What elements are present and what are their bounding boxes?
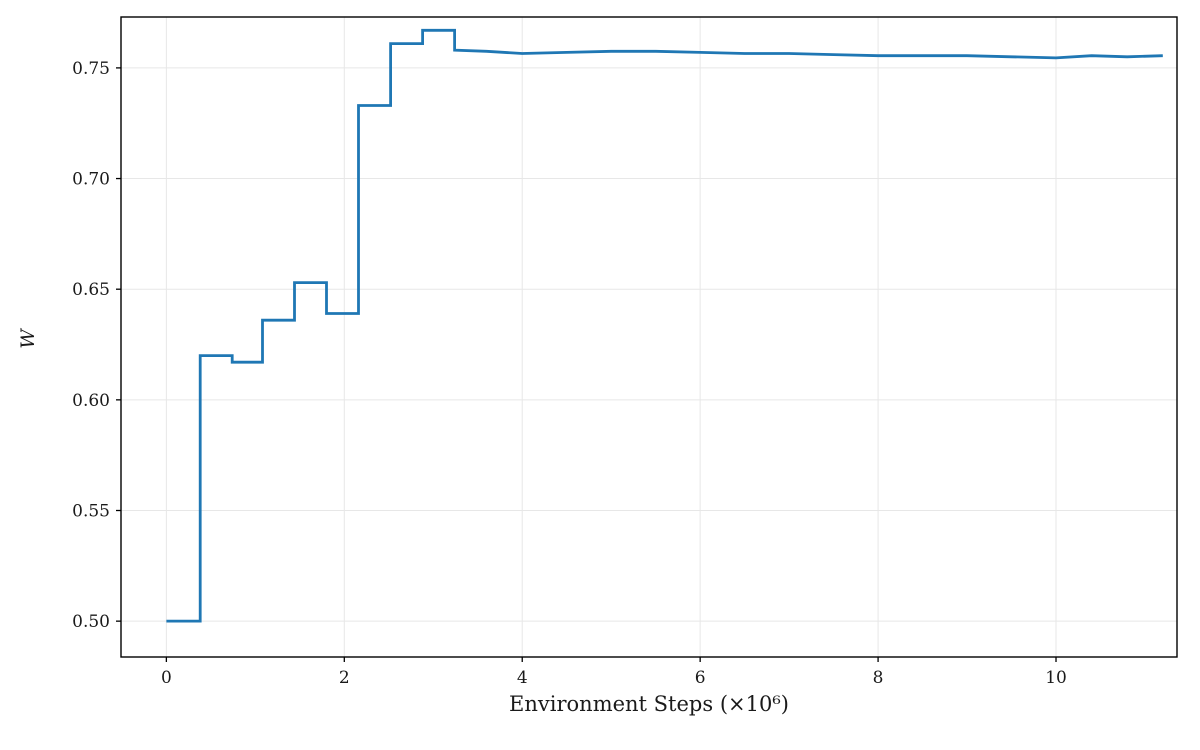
x-tick-label: 4 bbox=[517, 668, 528, 688]
data-line-W bbox=[166, 28, 1163, 623]
x-tick-label: 6 bbox=[695, 668, 706, 688]
y-axis-label: W bbox=[17, 329, 39, 349]
y-tick-label: 0.70 bbox=[72, 170, 110, 190]
x-tick-label: 0 bbox=[161, 668, 172, 688]
x-axis-label: Environment Steps (×10⁶) bbox=[509, 692, 789, 716]
y-tick-label: 0.50 bbox=[72, 612, 110, 632]
y-tick-label: 0.65 bbox=[72, 280, 110, 300]
y-tick-label: 0.60 bbox=[72, 391, 110, 411]
axes-frame bbox=[120, 16, 1178, 658]
x-tick-label: 2 bbox=[339, 668, 350, 688]
y-tick-label: 0.55 bbox=[72, 501, 110, 521]
x-tick-label: 10 bbox=[1045, 668, 1067, 688]
y-tick-label: 0.75 bbox=[72, 59, 110, 79]
x-tick-label: 8 bbox=[873, 668, 884, 688]
